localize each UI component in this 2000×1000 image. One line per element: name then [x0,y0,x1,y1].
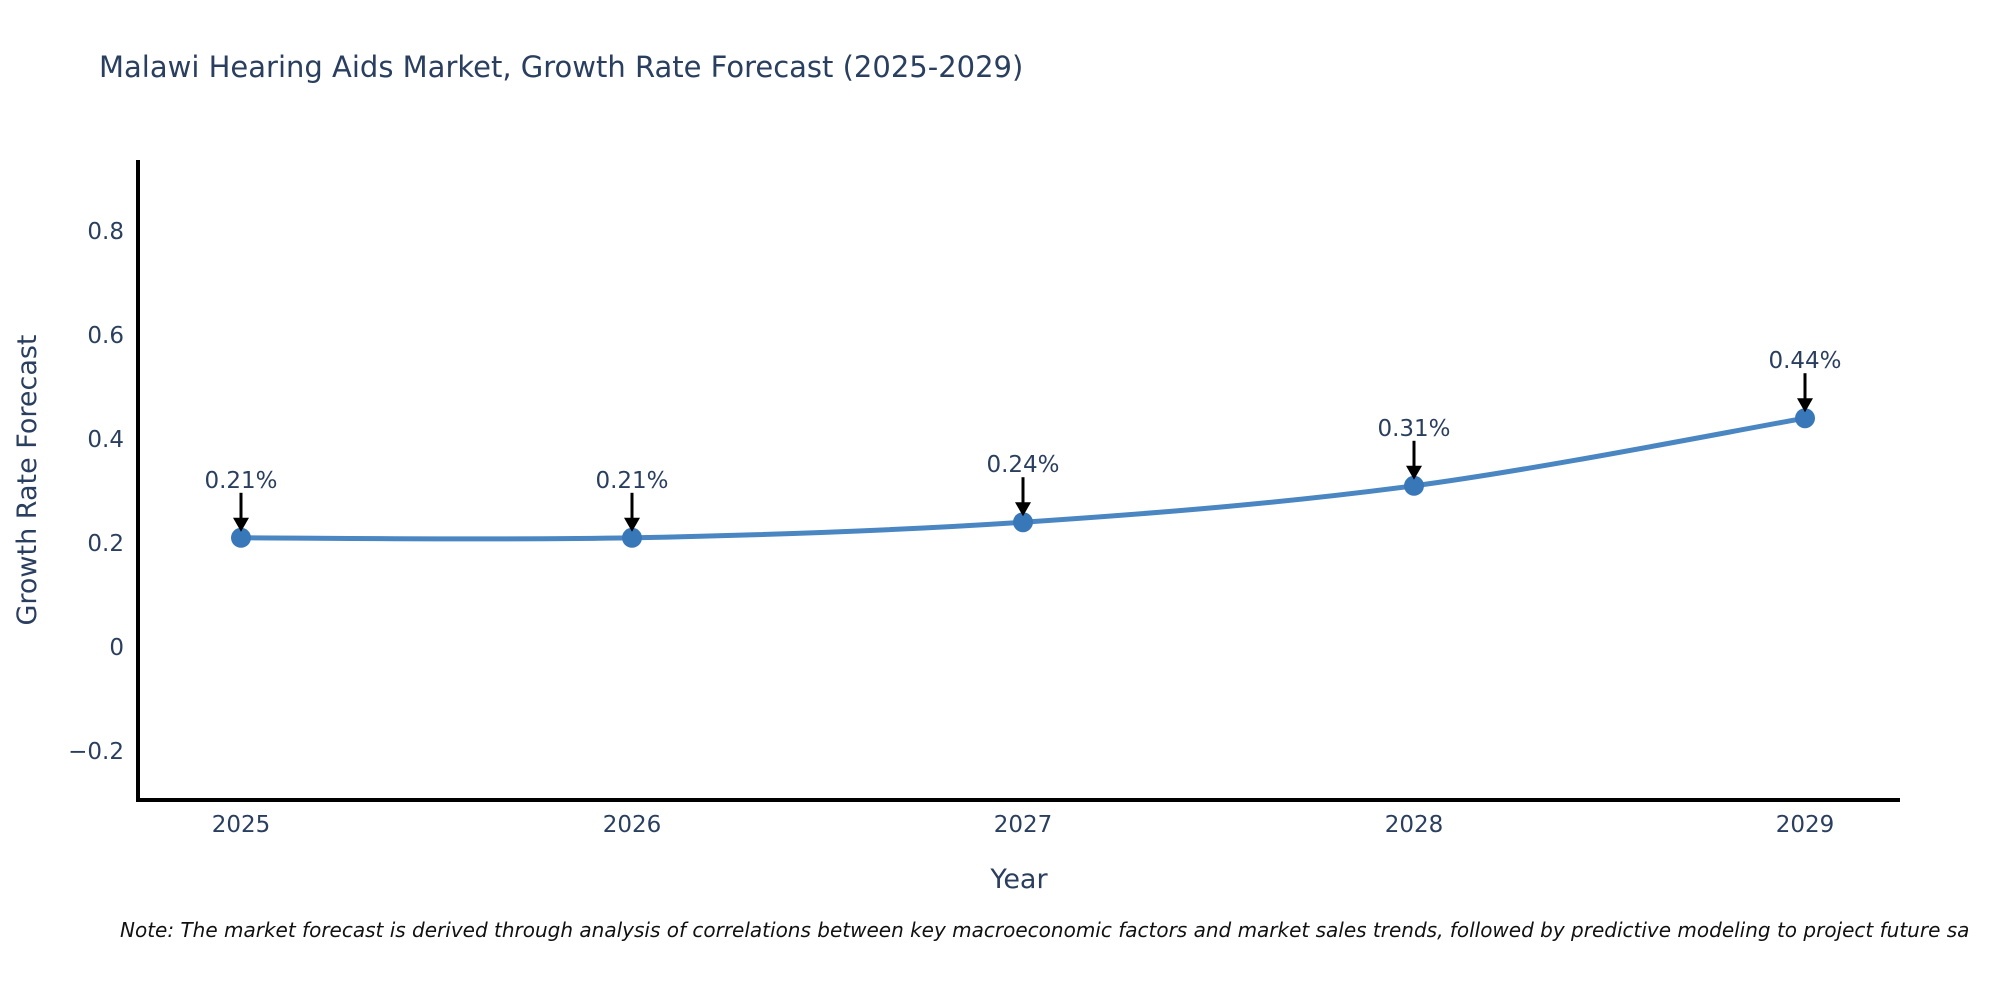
annotation-arrow-head [1797,398,1813,413]
data-point-marker [1404,475,1424,496]
x-tick-label: 2027 [994,812,1053,838]
y-tick-label: 0.2 [87,531,124,557]
annotation-arrow-head [233,517,249,532]
data-point-marker [231,527,251,548]
y-tick-label: 0.8 [87,219,124,245]
data-point-label: 0.21% [204,468,277,494]
data-point-label: 0.24% [986,452,1059,478]
data-point-marker [1013,512,1033,533]
annotation-arrow-head [624,517,640,532]
y-axis-title: Growth Rate Forecast [12,334,43,625]
x-axis-title: Year [989,864,1048,895]
data-point-marker [622,527,642,548]
annotation-arrow-head [1406,465,1422,480]
data-point-label: 0.21% [595,468,668,494]
annotation-arrow-head [1015,502,1031,517]
y-tick-label: 0.6 [87,323,124,349]
y-tick-label: 0 [109,635,124,661]
y-tick-label: −0.2 [68,739,124,765]
x-tick-label: 2028 [1385,812,1444,838]
y-tick-label: 0.4 [87,427,124,453]
x-tick-label: 2026 [603,812,662,838]
data-point-label: 0.44% [1768,348,1841,374]
x-tick-label: 2025 [212,812,271,838]
footnote: Note: The market forecast is derived thr… [120,918,1970,942]
data-point-label: 0.31% [1377,416,1450,442]
x-tick-label: 2029 [1776,812,1835,838]
chart-title: Malawi Hearing Aids Market, Growth Rate … [99,50,1024,84]
data-point-marker [1795,408,1815,429]
